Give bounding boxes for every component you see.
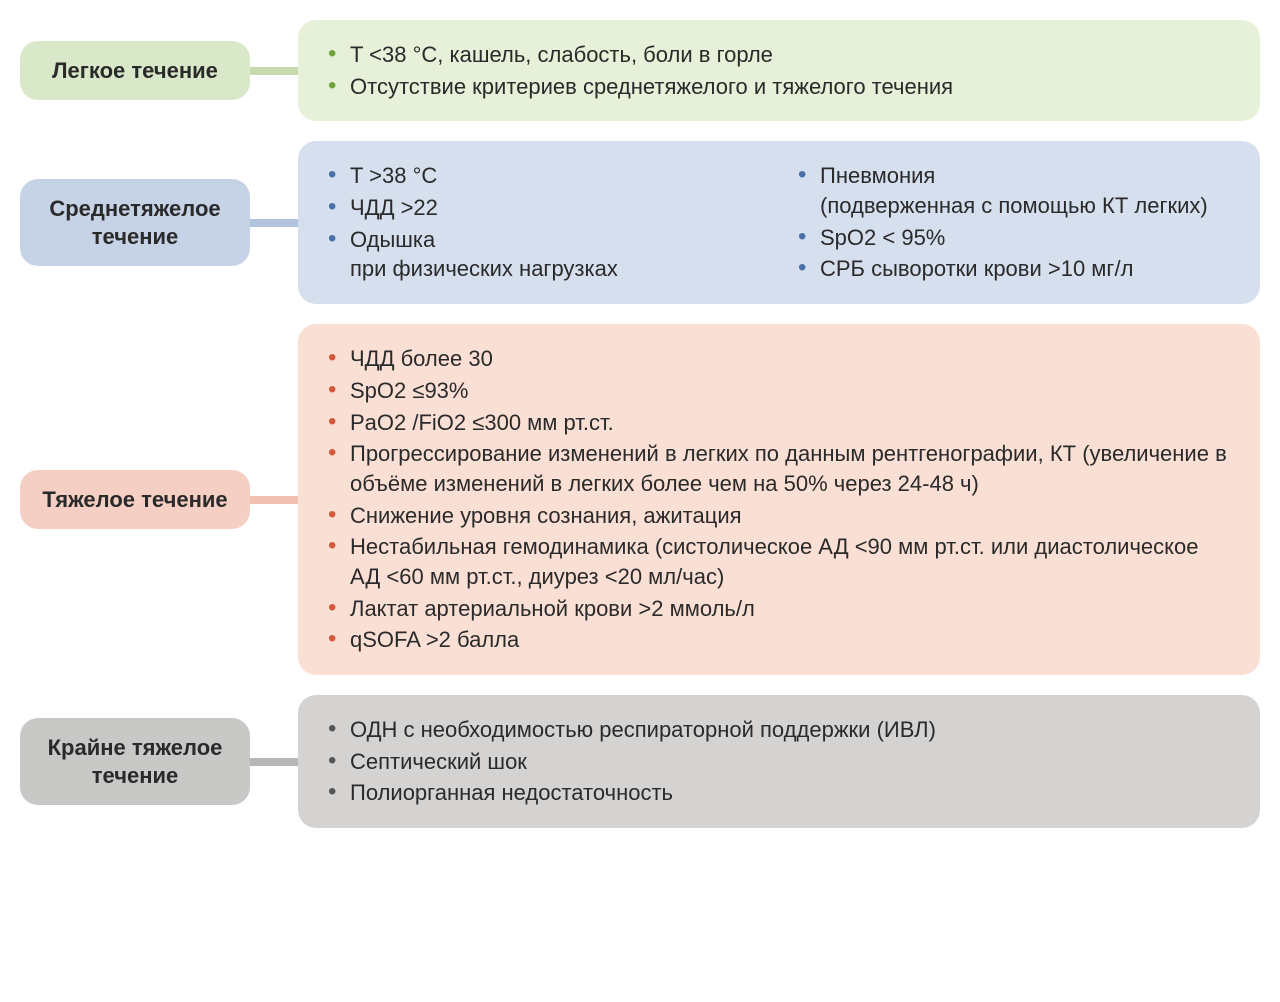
criteria-list: T >38 °CЧДД >22Одышкапри физических нагр… [324,159,764,286]
severity-content-moderate: T >38 °CЧДД >22Одышкапри физических нагр… [298,141,1260,304]
criteria-item: SpO2 ≤93% [324,376,1234,406]
criteria-item: PaO2 /FiO2 ≤300 мм рт.ст. [324,408,1234,438]
criteria-item: Лактат артериальной крови >2 ммоль/л [324,594,1234,624]
connector-bar [250,496,298,504]
criteria-item: СРБ сыворотки крови >10 мг/л [794,254,1234,284]
criteria-item: Полиорганная недостаточность [324,778,1234,808]
criteria-list: T <38 °C, кашель, слабость, боли в горле… [324,40,1234,101]
criteria-item: ЧДД более 30 [324,344,1234,374]
severity-label-mild: Легкое течение [20,41,250,101]
severity-row-critical: Крайне тяжелое течение ОДН с необходимост… [20,695,1260,828]
criteria-item: Прогрессирование изменений в легких по д… [324,439,1234,498]
severity-row-moderate: Среднетяжелое течение T >38 °CЧДД >22Одыш… [20,141,1260,304]
severity-label-moderate: Среднетяжелое течение [20,179,250,266]
criteria-list: ЧДД более 30SpO2 ≤93%PaO2 /FiO2 ≤300 мм … [324,344,1234,655]
severity-content-mild: T <38 °C, кашель, слабость, боли в горле… [298,20,1260,121]
connector-bar [250,67,298,75]
connector-bar [250,219,298,227]
criteria-item: Отсутствие критериев среднетяжелого и тя… [324,72,1234,102]
severity-content-critical: ОДН с необходимостью респираторной подде… [298,695,1260,828]
criteria-item: Нестабильная гемодинамика (систолическое… [324,532,1234,591]
criteria-item: Септический шок [324,747,1234,777]
criteria-item: qSOFA >2 балла [324,625,1234,655]
severity-row-severe: Тяжелое течение ЧДД более 30SpO2 ≤93%PaO2… [20,324,1260,675]
criteria-item: T <38 °C, кашель, слабость, боли в горле [324,40,1234,70]
criteria-item: SpO2 < 95% [794,223,1234,253]
severity-content-severe: ЧДД более 30SpO2 ≤93%PaO2 /FiO2 ≤300 мм … [298,324,1260,675]
criteria-item: Снижение уровня сознания, ажитация [324,501,1234,531]
criteria-item: ЧДД >22 [324,193,764,223]
criteria-list: ОДН с необходимостью респираторной подде… [324,715,1234,808]
criteria-item: ОДН с необходимостью респираторной подде… [324,715,1234,745]
criteria-columns: ЧДД более 30SpO2 ≤93%PaO2 /FiO2 ≤300 мм … [324,344,1234,655]
criteria-columns: T <38 °C, кашель, слабость, боли в горле… [324,40,1234,101]
criteria-columns: T >38 °CЧДД >22Одышкапри физических нагр… [324,159,1234,286]
severity-label-critical: Крайне тяжелое течение [20,718,250,805]
criteria-item: Одышкапри физических нагрузках [324,225,764,284]
criteria-list: Пневмония(подверженная с помощью КТ легк… [794,159,1234,286]
severity-classification-diagram: Легкое течение T <38 °C, кашель, слабость… [20,20,1260,828]
criteria-item: Пневмония(подверженная с помощью КТ легк… [794,161,1234,220]
severity-label-severe: Тяжелое течение [20,470,250,530]
criteria-item: T >38 °C [324,161,764,191]
connector-bar [250,758,298,766]
criteria-columns: ОДН с необходимостью респираторной подде… [324,715,1234,808]
severity-row-mild: Легкое течение T <38 °C, кашель, слабость… [20,20,1260,121]
